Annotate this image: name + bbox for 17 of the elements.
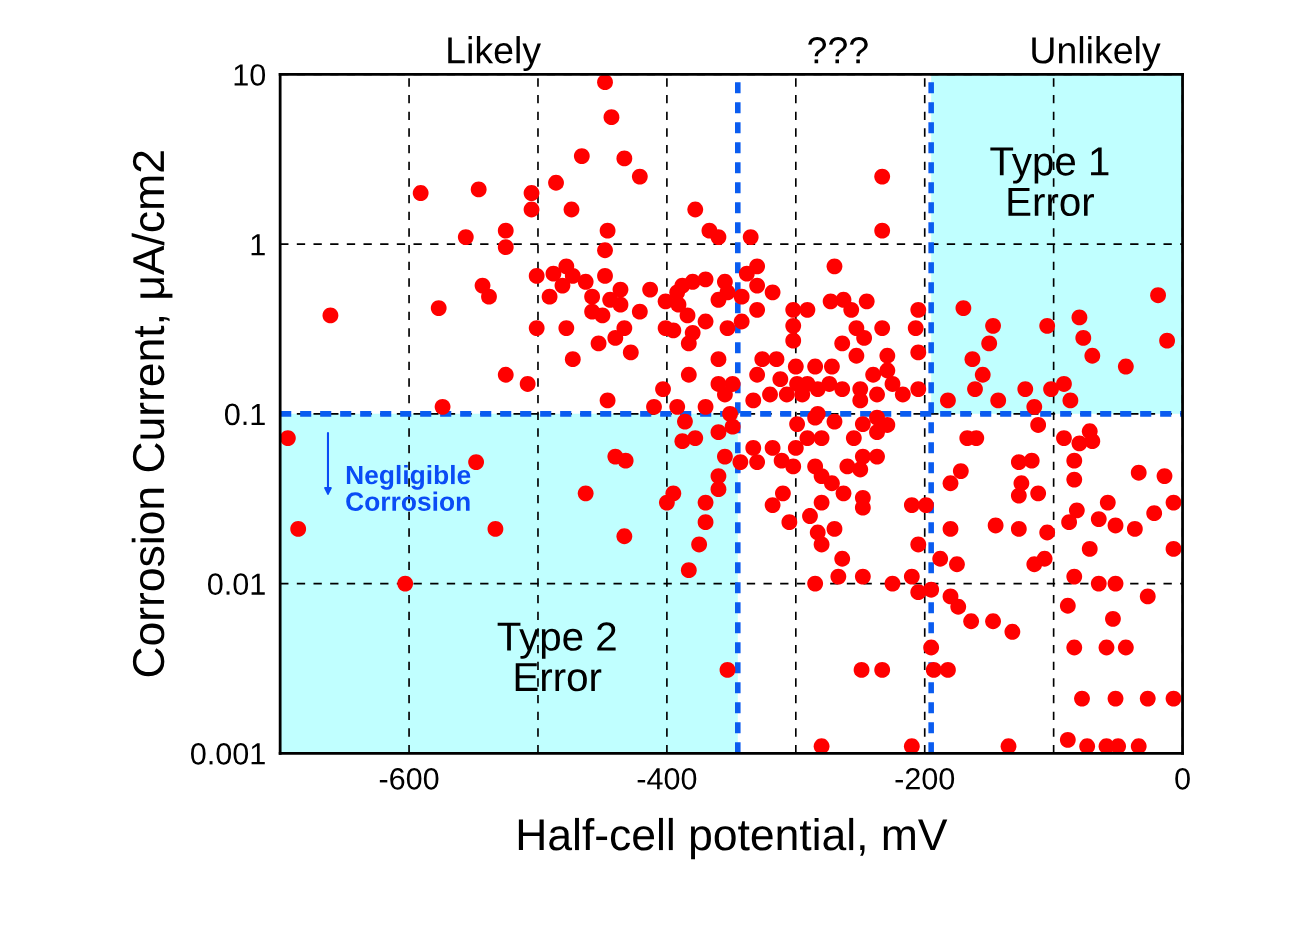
x-tick-label: -400	[637, 768, 697, 790]
y-tick-label: 10	[234, 64, 266, 86]
y-axis-title: Corrosion Current, μA/cm2	[131, 151, 173, 677]
y-tick-label: 0.1	[224, 403, 265, 426]
x-tick-label: -200	[895, 768, 955, 790]
band-label: Type 2 Error	[497, 622, 616, 692]
text: Likely	[448, 36, 541, 72]
x-tick-label: -600	[379, 768, 439, 790]
y-tick-label: 0.01	[207, 573, 265, 595]
x-tick-label: 0	[1175, 768, 1190, 790]
x-axis-title: Half-cell potential, mV	[518, 817, 948, 860]
annotation: Negligible Corrosion	[346, 464, 471, 511]
text: Unlikely	[1032, 36, 1161, 72]
y-tick-label: 0.001	[191, 743, 265, 765]
band-label: Type 1 Error	[990, 147, 1109, 217]
text: ???	[808, 37, 868, 64]
y-tick-label: 1	[251, 234, 265, 256]
